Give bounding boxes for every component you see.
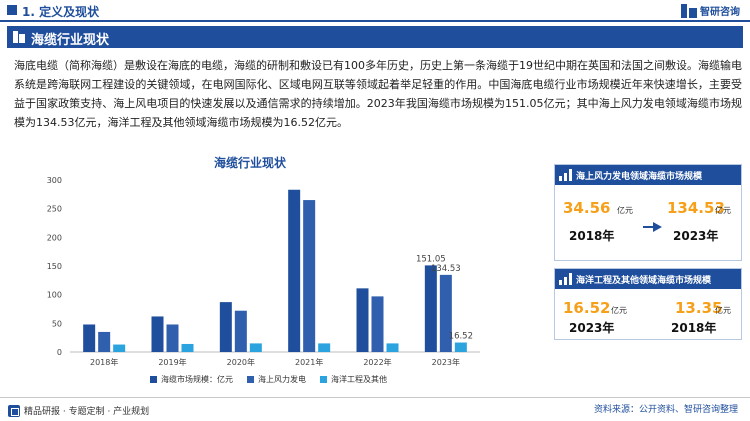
section-marker-icon xyxy=(7,5,17,15)
trend-chart-icon xyxy=(559,273,573,285)
data-source: 资料来源：公开资料、智研咨询整理 xyxy=(593,405,738,415)
title-banner: 海缆行业现状 xyxy=(7,26,743,48)
brand-mark-icon xyxy=(8,404,20,417)
bar-chart-icon xyxy=(559,169,573,181)
card-to-year: 2018年 xyxy=(671,321,717,335)
card-from-unit: 亿元 xyxy=(611,306,627,315)
y-tick-label: 300 xyxy=(47,176,62,185)
chart-bar xyxy=(318,343,331,352)
chart-bar xyxy=(454,342,467,352)
chart-bar xyxy=(249,343,262,352)
data-label: 134.53 xyxy=(431,264,461,274)
card-header: 海上风力发电领域海缆市场规模 xyxy=(555,165,741,185)
chart-bar xyxy=(424,265,437,352)
y-tick-label: 150 xyxy=(47,262,62,271)
chart-bar xyxy=(98,331,111,352)
card-title: 海上风力发电领域海缆市场规模 xyxy=(576,171,703,182)
arrow-tail xyxy=(643,226,653,228)
x-tick-label: 2018年 xyxy=(90,357,118,367)
wind-power-card: 海上风力发电领域海缆市场规模 34.56 亿元 2018年 134.53 亿元 … xyxy=(554,164,742,261)
chart-bar xyxy=(439,274,452,352)
y-tick-label: 0 xyxy=(57,348,62,357)
footer-services: 精品研报 · 专题定制 · 产业规划 xyxy=(8,404,149,417)
chart-bar xyxy=(219,302,232,352)
marine-engineering-card: 海洋工程及其他领域海缆市场规模 16.52 亿元 2023年 13.35 亿元 … xyxy=(554,268,742,340)
card-from-year: 2023年 xyxy=(569,321,615,335)
chart-bar xyxy=(113,344,126,352)
chart-bar xyxy=(166,324,179,352)
footer-services-text: 精品研报 · 专题定制 · 产业规划 xyxy=(24,407,150,417)
page-header: 1. 定义及现状 智研咨询 xyxy=(0,0,750,22)
chart-bar xyxy=(288,189,301,352)
chart-bar xyxy=(371,296,384,352)
chart-bar xyxy=(151,316,164,352)
legend-swatch-icon xyxy=(320,376,327,383)
x-tick-label: 2019年 xyxy=(158,357,186,367)
card-from-unit: 亿元 xyxy=(617,206,633,215)
card-from-value: 16.52 xyxy=(563,299,611,317)
header-divider xyxy=(0,20,750,22)
legend-label: 海缆市场规模：亿元 xyxy=(161,375,233,384)
y-tick-label: 50 xyxy=(52,319,62,328)
brand-logo-icon xyxy=(681,3,697,18)
chart-bar xyxy=(181,343,194,352)
data-label: 16.52 xyxy=(449,332,473,342)
banner-logo-icon xyxy=(13,31,25,43)
legend-label: 海洋工程及其他 xyxy=(331,375,387,384)
banner-title: 海缆行业现状 xyxy=(31,33,110,48)
chart-legend: 海缆市场规模：亿元 海上风力发电 海洋工程及其他 xyxy=(150,374,387,385)
card-to-value: 134.53 xyxy=(667,199,725,217)
card-to-value: 13.35 xyxy=(675,299,723,317)
card-to-unit: 亿元 xyxy=(715,306,731,315)
y-tick-label: 250 xyxy=(47,205,62,214)
card-title: 海洋工程及其他领域海缆市场规模 xyxy=(576,275,712,286)
section-title: 1. 定义及现状 xyxy=(22,5,100,19)
card-from-value: 34.56 xyxy=(563,199,611,217)
card-to-year: 2023年 xyxy=(673,229,719,243)
data-label: 151.05 xyxy=(416,254,446,264)
footer-divider xyxy=(0,397,750,398)
chart-bar xyxy=(356,288,369,352)
x-tick-label: 2021年 xyxy=(295,357,323,367)
card-header: 海洋工程及其他领域海缆市场规模 xyxy=(555,269,741,289)
x-tick-label: 2023年 xyxy=(432,357,460,367)
legend-item-other: 海洋工程及其他 xyxy=(320,374,387,385)
chart-title: 海缆行业现状 xyxy=(213,156,286,170)
card-to-unit: 亿元 xyxy=(715,206,731,215)
chart-bar xyxy=(386,343,399,352)
x-tick-label: 2020年 xyxy=(227,357,255,367)
chart-bar xyxy=(83,324,96,352)
legend-item-wind: 海上风力发电 xyxy=(247,374,306,385)
brand-logo: 智研咨询 xyxy=(681,3,740,18)
intro-paragraph: 海底电缆（简称海缆）是敷设在海底的电缆，海缆的研制和敷设已有100多年历史，历史… xyxy=(14,59,742,129)
legend-label: 海上风力发电 xyxy=(258,375,306,384)
legend-swatch-icon xyxy=(150,376,157,383)
brand-logo-text: 智研咨询 xyxy=(700,7,740,18)
arrow-right-icon xyxy=(653,222,662,232)
y-tick-label: 200 xyxy=(47,233,62,242)
legend-swatch-icon xyxy=(247,376,254,383)
card-from-year: 2018年 xyxy=(569,229,615,243)
chart-bar xyxy=(234,310,247,352)
y-tick-label: 100 xyxy=(47,291,62,300)
legend-item-total: 海缆市场规模：亿元 xyxy=(150,374,233,385)
x-tick-label: 2022年 xyxy=(363,357,391,367)
market-size-chart: 0 50 100 150 200 250 300 2018年 2019年 2020年 2021年 20… xyxy=(47,176,480,367)
chart-bar xyxy=(303,200,316,352)
